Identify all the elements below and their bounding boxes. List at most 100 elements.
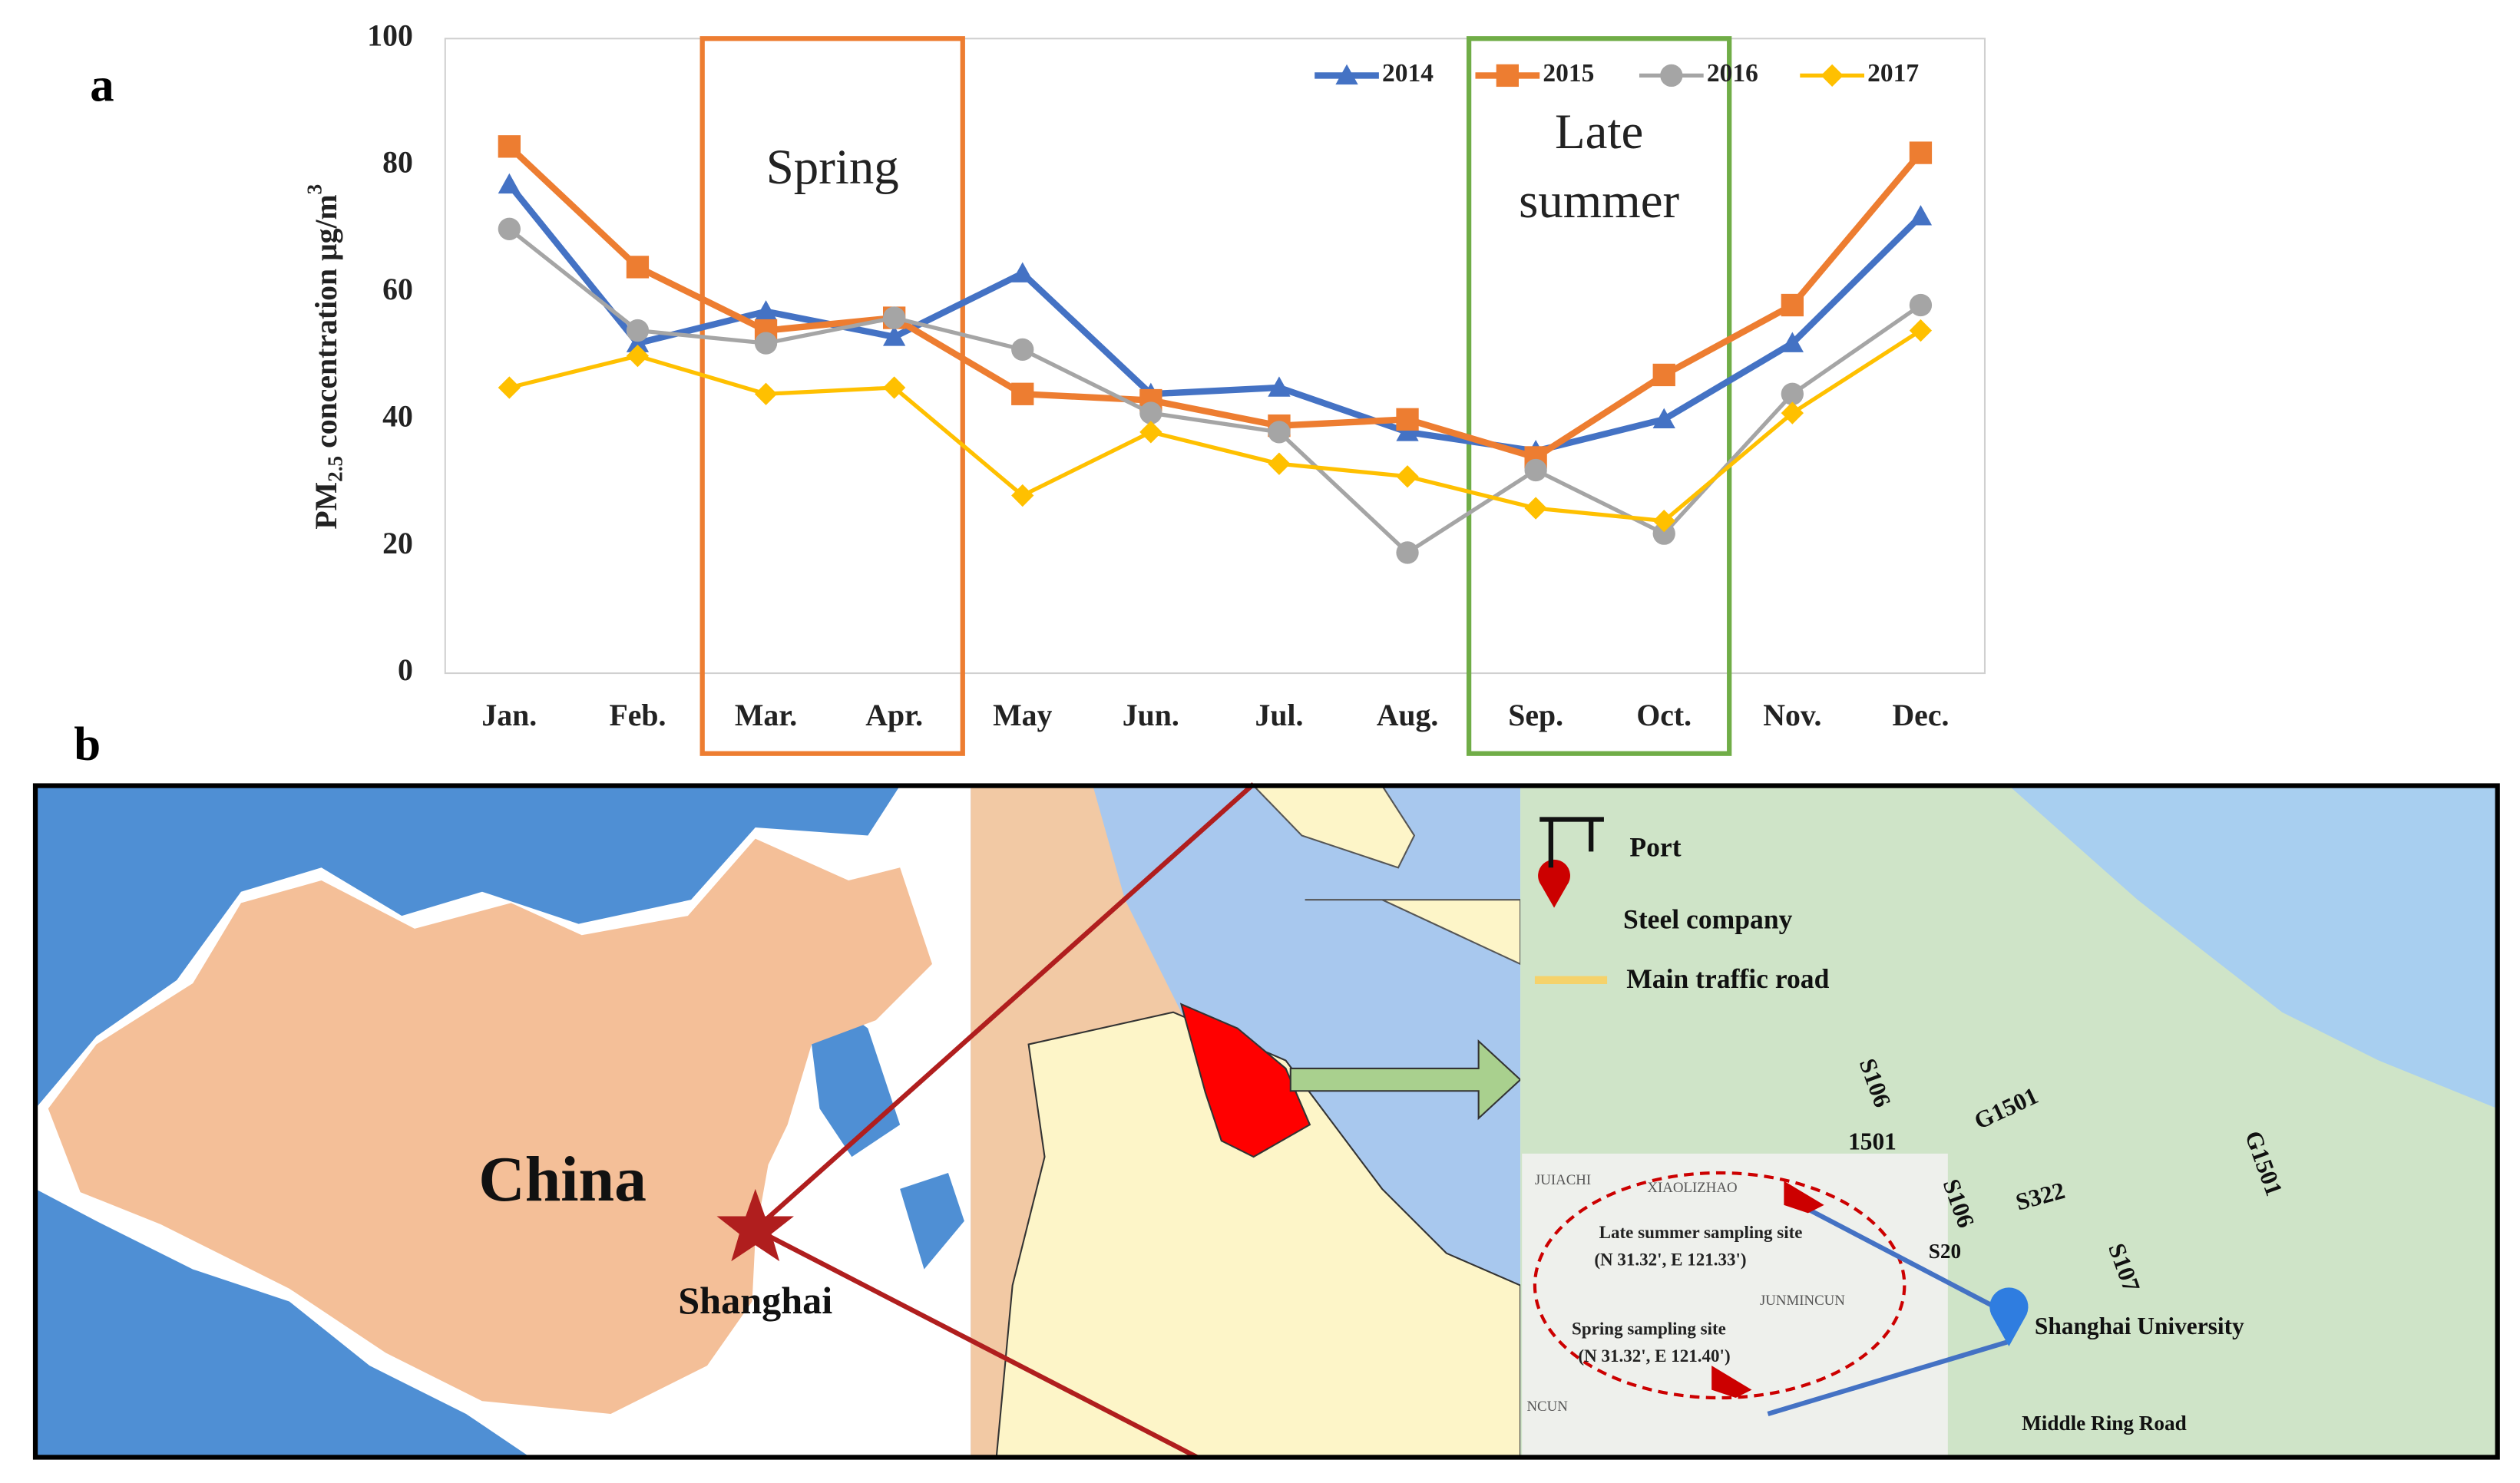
x-tick-label: Aug. [1377,699,1439,732]
marker [1909,293,1933,317]
series-line [508,227,1922,556]
site-label: Late summer sampling site [1599,1222,1803,1242]
marker [498,217,521,240]
y-label-part: concentration μg/m [309,194,343,455]
marker [1524,458,1547,482]
y-tick-label: 60 [382,272,413,306]
legend-label: 2016 [1707,59,1758,88]
marker [626,345,650,368]
marker [754,382,778,405]
place-label: XIAOLIZHAO [1647,1180,1737,1196]
map-legend: Main traffic road [1626,963,1829,994]
map-legend: Steel company [1623,904,1793,935]
marker [498,135,521,158]
y-tick-label: 40 [382,399,413,433]
marker [1335,64,1358,85]
x-tick-label: Feb. [609,699,666,732]
place-label: NCUN [1526,1399,1568,1415]
marker [1909,319,1933,342]
road-label: 1501 [1848,1128,1897,1155]
marker [1396,408,1419,431]
marker [1268,421,1291,444]
legend-label: 2015 [1543,59,1594,88]
site-label: Shanghai University [2035,1313,2244,1339]
marker [1652,522,1675,545]
marker [1396,541,1419,564]
marker [1396,421,1419,441]
marker [1496,64,1519,88]
y-tick-label: 80 [382,146,413,180]
site-label: (N 31.32', E 121.40') [1578,1346,1730,1366]
x-tick-label: Nov. [1763,699,1821,732]
y-tick-label: 20 [382,527,413,560]
site-label: Spring sampling site [1572,1318,1726,1338]
marker [1781,293,1804,317]
marker [626,319,650,342]
y-tick-label: 0 [398,653,413,687]
marker [1139,401,1162,424]
map-legend: Port [1629,831,1681,862]
marker [1396,465,1419,488]
map-label: China [478,1144,647,1215]
x-tick-label: May [993,699,1052,732]
panel-label: b [74,717,101,771]
series-line [508,329,1922,524]
y-tick-label: 100 [367,18,413,52]
marker [754,300,778,321]
marker [498,173,521,194]
x-tick-label: Apr. [865,699,923,732]
marker [1524,497,1547,520]
x-tick-label: Jul. [1255,699,1303,732]
annotation-text: Late [1555,104,1643,160]
marker [882,376,906,399]
place-label: JUNMINCUN [1760,1293,1845,1309]
marker [1268,452,1291,475]
marker [1268,376,1291,397]
annotation-text: Spring [766,140,899,195]
site-label: (N 31.32', E 121.33') [1594,1249,1746,1269]
panel-label: a [90,58,114,112]
marker [1652,408,1675,429]
y-label-part: PM [309,482,343,530]
x-tick-label: Oct. [1636,699,1692,732]
annotation-box [699,36,965,756]
road-label: Middle Ring Road [2022,1412,2187,1435]
legend-label: 2014 [1382,59,1434,88]
legend-label: 2017 [1867,59,1919,88]
series-line [507,144,1923,461]
marker [1139,421,1162,444]
marker [882,306,906,329]
marker [1011,382,1034,405]
map-panel [32,782,2500,1460]
marker [626,332,650,352]
marker [498,376,521,399]
place-label: JUIACHI [1535,1172,1591,1188]
plot-area [444,38,1986,675]
marker [1660,64,1683,88]
marker [1011,338,1034,362]
marker [1909,205,1933,226]
marker [1781,382,1804,405]
x-tick-label: Jun. [1123,699,1179,732]
x-tick-label: Jan. [481,699,537,732]
marker [882,325,906,346]
marker [754,332,778,355]
map-label: Shanghai [678,1279,832,1322]
y-axis-label: PM2.5 concentration μg/m3 [303,184,347,530]
annotation-box [1466,36,1732,756]
marker [1011,484,1034,507]
annotation-text: summer [1519,173,1679,229]
y-label-sub: 2.5 [324,456,347,482]
marker [1781,332,1804,352]
marker [1821,64,1844,88]
x-tick-label: Dec. [1892,699,1949,732]
marker [1909,141,1933,164]
marker [1781,401,1804,424]
marker [626,256,650,279]
x-tick-label: Mar. [735,699,797,732]
marker [1011,262,1034,282]
road-label: S20 [1929,1240,1961,1263]
y-label-sup: 3 [303,184,326,195]
x-tick-label: Sep. [1508,699,1563,732]
